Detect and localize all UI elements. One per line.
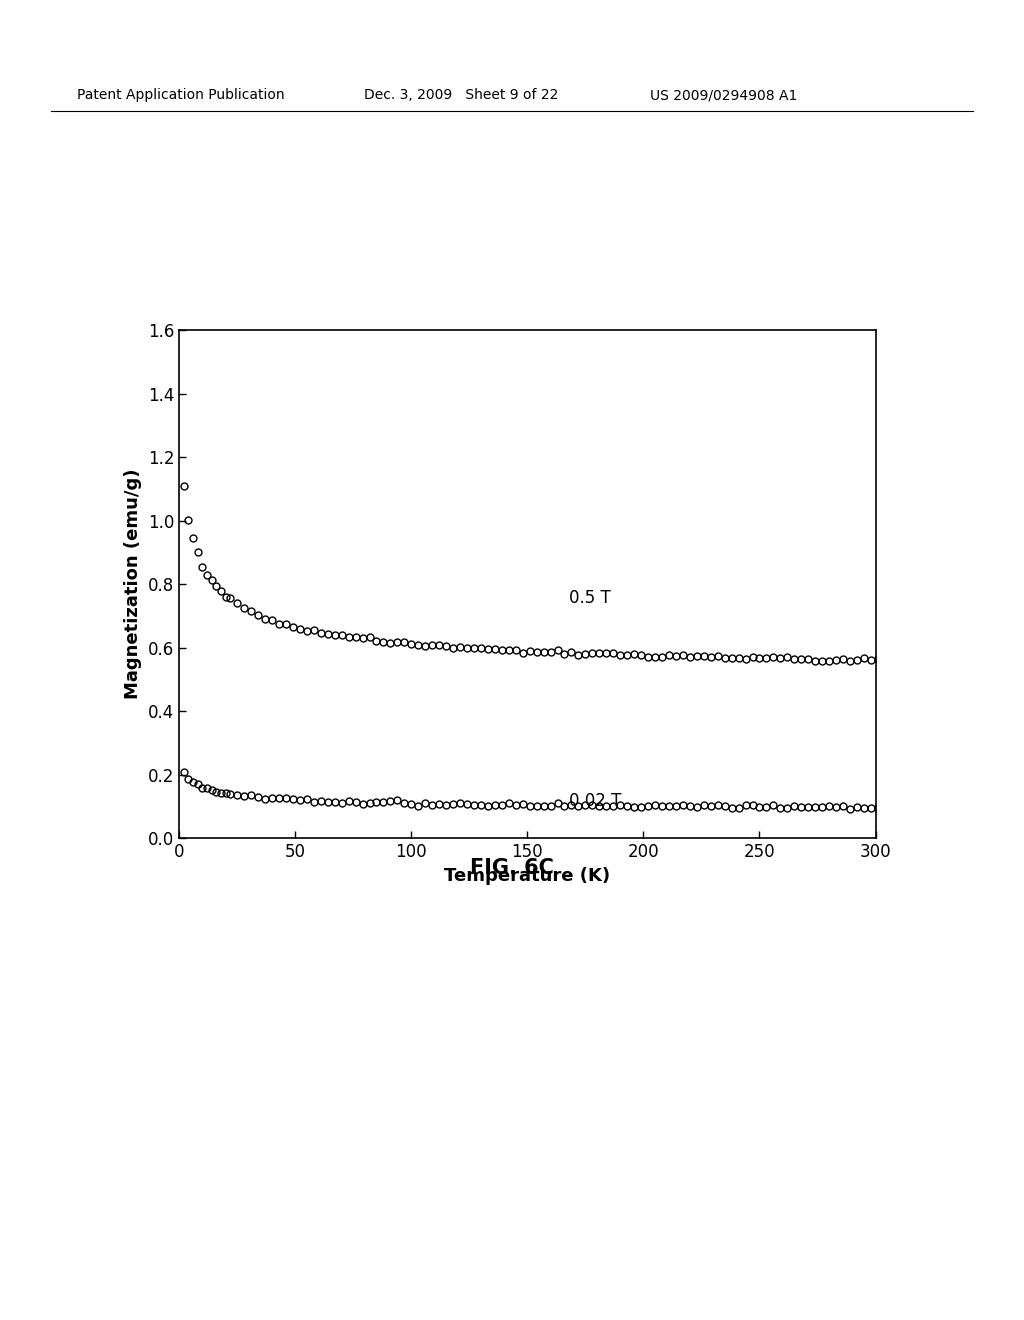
Text: 0.02 T: 0.02 T (569, 792, 622, 809)
X-axis label: Temperature (K): Temperature (K) (444, 867, 610, 884)
Text: 0.5 T: 0.5 T (569, 590, 611, 607)
Y-axis label: Magnetization (emu/g): Magnetization (emu/g) (124, 469, 142, 700)
Text: FIG. 6C: FIG. 6C (470, 858, 554, 878)
Text: US 2009/0294908 A1: US 2009/0294908 A1 (650, 88, 798, 102)
Text: Patent Application Publication: Patent Application Publication (77, 88, 285, 102)
Text: Dec. 3, 2009   Sheet 9 of 22: Dec. 3, 2009 Sheet 9 of 22 (364, 88, 558, 102)
